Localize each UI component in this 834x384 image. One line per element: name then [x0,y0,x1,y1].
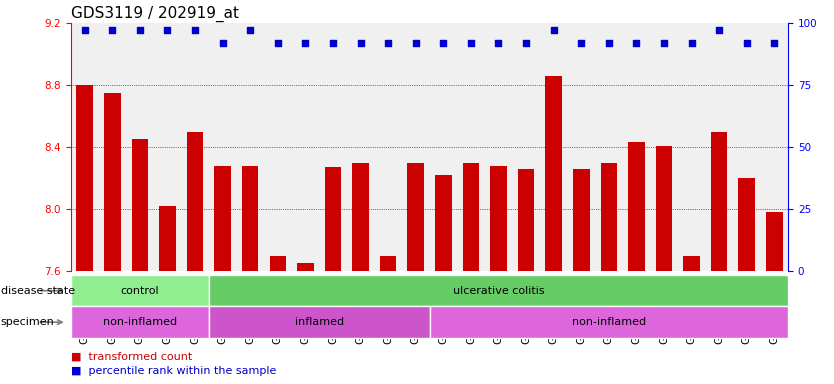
Bar [379,256,396,384]
Point [106,27,119,33]
Point [161,27,174,33]
Bar [518,169,535,384]
Point [575,40,588,46]
Bar [297,263,314,384]
Bar [683,256,700,384]
Text: disease state: disease state [1,286,75,296]
Bar [269,256,286,384]
Bar [77,85,93,384]
Text: ■  transformed count: ■ transformed count [71,352,192,362]
Point [520,40,533,46]
Point [602,40,615,46]
Point [657,40,671,46]
Bar [187,132,203,384]
Point [409,40,422,46]
Text: ■  percentile rank within the sample: ■ percentile rank within the sample [71,366,276,376]
Point [381,40,394,46]
Bar [242,166,259,384]
Bar [628,142,645,384]
Bar [324,167,341,384]
Text: non-inflamed: non-inflamed [572,317,646,327]
Point [767,40,781,46]
Bar [214,166,231,384]
Bar [435,175,451,384]
Bar [573,169,590,384]
Point [188,27,202,33]
Point [465,40,478,46]
Text: non-inflamed: non-inflamed [103,317,177,327]
Point [492,40,505,46]
Text: ulcerative colitis: ulcerative colitis [453,286,545,296]
Point [299,40,312,46]
Bar [352,162,369,384]
Point [354,40,367,46]
Bar [490,166,507,384]
Bar [711,132,727,384]
Bar [104,93,121,384]
Text: GDS3119 / 202919_at: GDS3119 / 202919_at [71,5,239,22]
Text: inflamed: inflamed [294,317,344,327]
Point [685,40,698,46]
Point [271,40,284,46]
Bar [656,146,672,384]
Bar [463,162,480,384]
Bar [766,212,782,384]
Bar [738,178,755,384]
Text: control: control [121,286,159,296]
Bar [600,162,617,384]
Point [244,27,257,33]
Point [216,40,229,46]
Point [740,40,753,46]
Point [547,27,560,33]
Point [437,40,450,46]
Text: specimen: specimen [1,317,54,327]
Bar [159,206,176,384]
Point [712,27,726,33]
Point [630,40,643,46]
Point [133,27,147,33]
Bar [408,162,424,384]
Point [326,40,339,46]
Bar [545,76,562,384]
Bar [132,139,148,384]
Point [78,27,92,33]
